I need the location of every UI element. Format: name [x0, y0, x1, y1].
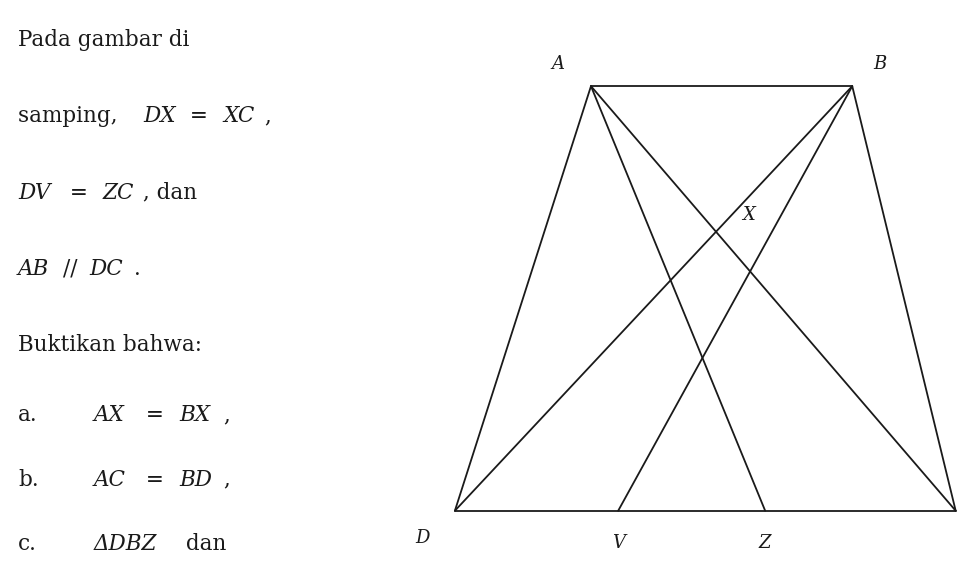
Text: Pada gambar di: Pada gambar di: [17, 29, 190, 52]
Text: DX: DX: [143, 105, 176, 128]
Text: ΔDBZ: ΔDBZ: [94, 533, 157, 556]
Text: ,: ,: [263, 105, 270, 128]
Text: D: D: [415, 529, 430, 547]
Text: BX: BX: [179, 404, 210, 427]
Text: b.: b.: [17, 469, 39, 491]
Text: V: V: [611, 534, 625, 553]
Text: Buktikan bahwa:: Buktikan bahwa:: [17, 334, 202, 356]
Text: =: =: [139, 469, 170, 491]
Text: X: X: [743, 206, 755, 224]
Text: B: B: [873, 56, 886, 73]
Text: Z: Z: [759, 534, 772, 553]
Text: ,: ,: [224, 469, 230, 491]
Text: samping,: samping,: [17, 105, 124, 128]
Text: =: =: [62, 182, 94, 204]
Text: AX: AX: [94, 404, 124, 427]
Text: ZC: ZC: [103, 182, 134, 204]
Text: //: //: [62, 258, 77, 280]
Text: AB: AB: [17, 258, 50, 280]
Text: , dan: , dan: [143, 182, 197, 204]
Text: AC: AC: [94, 469, 126, 491]
Text: .: .: [134, 258, 141, 280]
Text: BD: BD: [179, 469, 212, 491]
Text: A: A: [552, 56, 565, 73]
Text: c.: c.: [17, 533, 37, 556]
Text: ,: ,: [224, 404, 230, 427]
Text: dan: dan: [179, 533, 226, 556]
Text: a.: a.: [17, 404, 38, 427]
Text: XC: XC: [224, 105, 255, 128]
Text: =: =: [139, 404, 170, 427]
Text: =: =: [184, 105, 215, 128]
Text: DV: DV: [17, 182, 51, 204]
Text: DC: DC: [89, 258, 123, 280]
